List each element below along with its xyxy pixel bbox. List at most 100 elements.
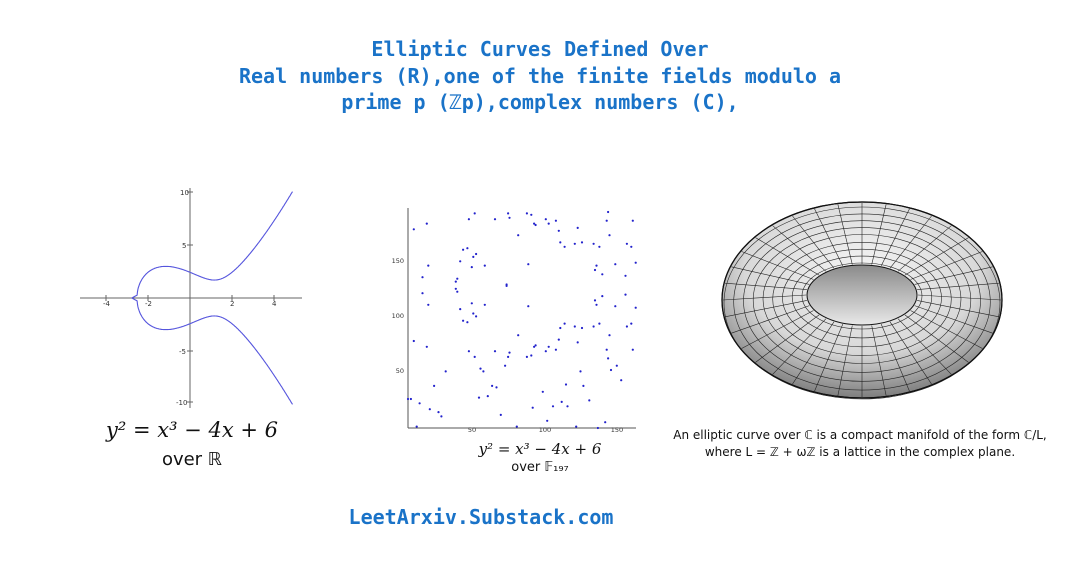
curve-point <box>505 283 508 286</box>
curve-point <box>563 322 566 325</box>
curve-point <box>456 290 459 293</box>
curve-point <box>576 226 579 229</box>
curve-point <box>454 287 457 290</box>
curve-point <box>630 322 633 325</box>
real-curve-plot: -4 -2 2 4 10 5 -5 -10 <box>80 188 302 408</box>
curve-point <box>546 419 549 422</box>
title-line-1: Elliptic Curves Defined Over <box>371 37 709 61</box>
real-curve-equation: y² = x³ − 4x + 6 <box>106 418 278 442</box>
torus-caption-line-1: An elliptic curve over ℂ is a compact ma… <box>673 428 1047 442</box>
curve-point <box>595 303 598 306</box>
curve-point <box>517 234 520 237</box>
torus-grid <box>722 203 1002 400</box>
title-line-3: prime p (ℤp),complex numbers (C), <box>341 90 739 114</box>
curve-point <box>454 280 457 283</box>
x-tick-label: 150 <box>611 426 623 434</box>
curve-point <box>470 302 473 305</box>
real-field-label: over ℝ <box>161 449 223 470</box>
curve-point <box>579 370 582 373</box>
curve-point <box>467 350 470 353</box>
curve-point <box>421 276 424 279</box>
curve-point <box>554 219 557 222</box>
title-line-2: Real numbers (R),one of the finite field… <box>238 63 842 88</box>
curve-point <box>544 350 547 353</box>
curve-upper-branch <box>131 191 293 299</box>
curve-point <box>557 338 560 341</box>
curve-point <box>608 234 611 237</box>
curve-point <box>592 325 595 328</box>
curve-point <box>412 228 415 231</box>
curve-point <box>456 277 459 280</box>
y-tick-label: 5 <box>182 242 186 250</box>
curve-point <box>544 218 547 221</box>
curve-point <box>595 264 598 267</box>
curve-point <box>614 263 617 266</box>
curve-point <box>433 384 436 387</box>
curve-point <box>557 229 560 232</box>
curve-point <box>499 413 502 416</box>
curve-point <box>563 245 566 248</box>
curve-point <box>601 295 604 298</box>
curve-point <box>483 303 486 306</box>
y-tick-label: 50 <box>396 367 404 375</box>
curve-point <box>564 383 568 386</box>
curve-point <box>559 241 562 244</box>
site-link[interactable]: LeetArxiv.Substack.com <box>348 505 614 529</box>
curve-point <box>593 299 597 302</box>
x-tick-label: -4 <box>103 300 111 308</box>
curve-point <box>631 219 634 222</box>
curve-point <box>582 384 585 387</box>
curve-point <box>473 355 476 358</box>
curve-point <box>593 268 597 272</box>
curve-point <box>634 261 637 264</box>
curve-point <box>531 406 534 409</box>
y-tick-label: 150 <box>392 257 404 265</box>
page-title: Elliptic Curves Defined Over Real number… <box>0 36 1080 116</box>
y-tick-label: 10 <box>180 189 189 197</box>
curve-point <box>596 426 599 430</box>
point-set <box>406 210 637 430</box>
curve-point <box>462 248 465 251</box>
curve-point <box>625 325 628 328</box>
curve-point <box>551 405 555 408</box>
curve-point <box>466 321 469 324</box>
curve-point <box>554 348 557 351</box>
curve-point <box>580 241 584 244</box>
curve-point <box>547 222 550 225</box>
y-tick-label: -5 <box>179 348 186 356</box>
curve-point <box>604 421 607 424</box>
curve-point <box>624 274 627 277</box>
curve-point <box>470 266 473 269</box>
curve-point <box>482 370 485 373</box>
curve-point <box>440 415 443 418</box>
curve-point <box>625 242 628 245</box>
curve-point <box>428 408 431 411</box>
curve-point <box>631 348 634 351</box>
curve-point <box>527 263 530 266</box>
x-tick-label: -2 <box>145 300 152 308</box>
curve-point <box>624 293 627 296</box>
curve-point <box>493 218 497 221</box>
curve-point <box>466 247 469 250</box>
curve-point <box>605 219 608 222</box>
curve-point <box>444 370 447 373</box>
curve-point <box>467 218 470 221</box>
curve-point <box>547 345 550 348</box>
curve-point <box>575 425 578 428</box>
curve-point <box>607 210 610 214</box>
curve-point <box>598 322 601 325</box>
curve-point <box>459 260 462 263</box>
curve-point <box>491 384 494 387</box>
curve-point <box>559 326 562 330</box>
curve-point <box>634 306 637 309</box>
torus-outline <box>721 201 1003 399</box>
curve-point <box>576 341 579 344</box>
curve-point <box>607 357 610 360</box>
x-tick-label: 4 <box>272 300 277 308</box>
curve-point <box>530 354 533 357</box>
curve-point <box>598 245 601 248</box>
x-tick-label: 2 <box>230 300 234 308</box>
curve-point <box>630 245 633 248</box>
curve-point <box>459 308 462 311</box>
curve-lower-branch <box>131 297 293 405</box>
